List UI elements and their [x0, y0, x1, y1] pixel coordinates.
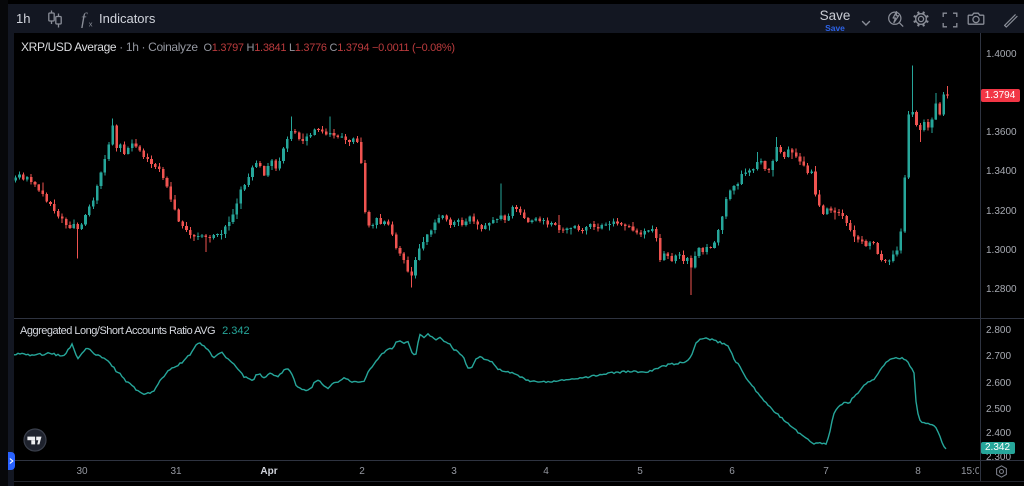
svg-text:f: f — [81, 9, 88, 28]
svg-text:x: x — [88, 19, 92, 28]
